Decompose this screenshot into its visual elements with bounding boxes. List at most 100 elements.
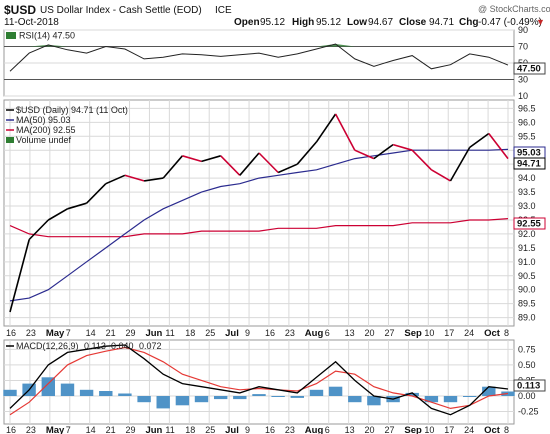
close-label: Close (399, 17, 427, 28)
macd-x-tick-label: 25 (205, 425, 215, 434)
price-x-tick-label: 23 (285, 328, 295, 338)
macd-x-tick-label: 23 (285, 425, 295, 434)
macd-histogram-bar (137, 396, 151, 403)
stockcharts-watermark: @ StockCharts.com (478, 4, 550, 14)
macd-x-tick-label: 9 (245, 425, 250, 434)
price-segment (373, 143, 394, 160)
macd-histogram-bar (214, 396, 228, 400)
price-grid (4, 100, 514, 326)
price-axis: 96.596.095.595.094.594.093.593.092.592.0… (518, 103, 536, 322)
macd-panel: 0.750.500.250.00-0.25 1623May7142129Jun1… (3, 339, 546, 434)
macd-histogram-bar (99, 391, 113, 396)
price-x-tick-label: 10 (424, 328, 434, 338)
price-segment (47, 208, 68, 221)
rsi-current-box (513, 62, 546, 75)
macd-histogram-bar (79, 389, 94, 396)
price-x-tick-label: May (46, 328, 65, 339)
price-y-tick-label: 90.0 (518, 285, 536, 295)
rsi-y-tick-label: 30 (518, 75, 528, 85)
macd-x-tick-label: Jun (145, 425, 162, 434)
price-segment (430, 169, 451, 182)
ma200-current-box (513, 217, 546, 230)
price-x-tick-label: Sep (404, 328, 422, 339)
price-segment (201, 155, 221, 163)
price-x-axis: 16 23 May 7 14 21 29 Jun 11 18 25 Jul 9 16 23 Aug 6 13 20 2… (6, 328, 509, 339)
macd-legend: MACD(12,26,9) (16, 341, 79, 351)
price-segment (392, 143, 413, 151)
price-y-tick-label: 94.0 (518, 173, 536, 183)
macd-x-tick-label: Aug (305, 425, 324, 434)
price-y-tick-label: 96.5 (518, 103, 536, 113)
macd-histogram-bar (233, 396, 247, 400)
price-x-tick-label: 23 (26, 328, 36, 338)
price-segment (411, 149, 432, 171)
chart-date: 11-Oct-2018 (4, 17, 59, 28)
macd-histogram-bar (482, 386, 496, 396)
macd-current-label: 0.113 (517, 381, 540, 392)
open-label: Open (234, 17, 260, 28)
macd-signal-line (9, 346, 509, 416)
macd-signal-legend-value: 0.040 (111, 341, 134, 351)
macd-legend-value: 0.113 (84, 341, 106, 351)
macd-x-tick-label: Jul (225, 425, 239, 434)
price-segment (315, 113, 337, 143)
price-x-tick-label: 14 (86, 328, 96, 338)
chart-exchange: ICE (215, 5, 232, 16)
ma50-current-label: 95.03 (517, 148, 541, 159)
chart-menu-icon[interactable]: ▼ (536, 17, 545, 27)
macd-y-tick-label: 0.00 (518, 391, 536, 401)
price-segment (220, 155, 241, 176)
rsi-y-tick-label: 90 (518, 25, 528, 35)
price-segment (105, 174, 126, 185)
high-value: 95.12 (316, 17, 342, 28)
macd-x-tick-label: 14 (86, 425, 96, 434)
rsi-panel: 9070503010 RSI(14) 47.50 47.50 (3, 25, 546, 101)
price-x-tick-label: 20 (365, 328, 375, 338)
rsi-y-tick-label: 10 (518, 91, 528, 101)
macd-x-tick-label: 7 (66, 425, 71, 434)
macd-line (9, 344, 509, 416)
macd-x-tick-label: 21 (106, 425, 116, 434)
price-x-tick-label: 24 (464, 328, 474, 338)
price-segment (449, 147, 471, 182)
macd-histogram-bar (3, 389, 17, 396)
macd-histogram-bar (290, 396, 304, 398)
macd-histogram-bar (156, 396, 170, 409)
macd-x-axis: 16 23 May 7 14 21 29 Jun 11 18 25 Jul 9 16 23 Aug 6 13 20 2… (6, 425, 509, 434)
price-y-tick-label: 90.5 (518, 271, 536, 281)
macd-histogram-bar (328, 386, 343, 396)
macd-histogram-bar (252, 394, 266, 396)
macd-x-tick-label: 13 (345, 425, 355, 434)
chg-value: -0.47 (-0.49%) (478, 17, 542, 28)
macd-y-tick-label: 0.50 (518, 360, 536, 370)
price-x-tick-label: Jun (145, 328, 162, 339)
volume-legend: Volume undef (16, 135, 72, 145)
low-value: 94.67 (368, 17, 394, 28)
macd-x-tick-label: 27 (384, 425, 394, 434)
macd-x-tick-label: 23 (26, 425, 36, 434)
price-segment (354, 149, 375, 160)
macd-x-tick-label: 6 (325, 425, 330, 434)
macd-x-tick-label: 24 (464, 425, 474, 434)
price-segment (469, 132, 490, 149)
macd-x-tick-label: 16 (6, 425, 16, 434)
macd-current-box (513, 379, 546, 392)
macd-histogram-bar (41, 377, 55, 396)
open-value: 95.12 (260, 17, 286, 28)
rsi-y-tick-label: 70 (518, 42, 528, 52)
price-x-tick-label: 25 (205, 328, 215, 338)
macd-x-tick-label: 29 (126, 425, 136, 434)
price-x-tick-label: 6 (325, 328, 330, 338)
ma200-line (9, 218, 509, 238)
price-x-tick-label: Oct (484, 328, 501, 339)
price-y-tick-label: 93.0 (518, 201, 536, 211)
macd-x-tick-label: May (46, 425, 65, 434)
macd-histogram-bar (118, 393, 132, 396)
macd-x-tick-label: 8 (504, 425, 509, 434)
macd-y-tick-label: -0.25 (518, 407, 539, 417)
price-current-label: 94.71 (517, 159, 541, 170)
price-legend: $USD (Daily) 94.71 (11 Oct) (16, 105, 128, 115)
price-x-tick-label: 21 (106, 328, 116, 338)
chart-instrument-name: US Dollar Index - Cash Settle (EOD) (40, 5, 202, 16)
price-x-tick-label: 16 (265, 328, 275, 338)
